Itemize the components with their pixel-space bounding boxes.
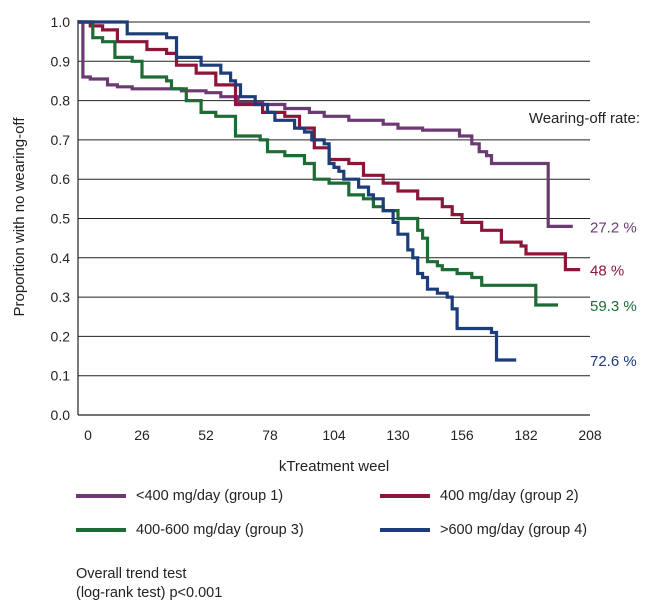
y-tick-labels: 0.0 0.1 0.2 0.3 0.4 0.5 0.6 0.7 0.8 0.9 1.0 [51, 14, 71, 423]
x-tick-78: 78 [262, 427, 278, 443]
y-tick-0.6: 0.6 [51, 171, 71, 187]
legend-swatch-group-3 [76, 528, 126, 532]
legend-swatch-group-2 [380, 494, 430, 498]
series-lines [78, 20, 581, 362]
x-axis-label: kTreatment weel [279, 458, 389, 475]
axes [77, 20, 590, 416]
legend-label-group-4: >600 mg/day (group 4) [440, 522, 588, 538]
y-tick-0.9: 0.9 [51, 53, 71, 69]
x-tick-156: 156 [450, 427, 474, 443]
end-label-group-4: 72.6 % [590, 353, 637, 370]
end-label-group-3: 59.3 % [590, 298, 637, 315]
end-label-group-2: 48 % [590, 263, 624, 280]
footnote-line-2: (log-rank test) p<0.001 [76, 585, 223, 601]
series-line-group-3 [78, 20, 558, 307]
x-tick-130: 130 [386, 427, 410, 443]
x-tick-208: 208 [578, 427, 602, 443]
y-tick-0.2: 0.2 [51, 328, 71, 344]
y-tick-0.4: 0.4 [51, 250, 71, 266]
legend-label-group-1: <400 mg/day (group 1) [136, 488, 284, 504]
grid-lines [78, 21, 590, 377]
series-line-group-4 [78, 20, 517, 362]
legend-item-group-2: 400 mg/day (group 2) [380, 488, 579, 504]
y-tick-0.8: 0.8 [51, 93, 71, 109]
y-axis-label: Proportion with no wearing-off [11, 117, 28, 317]
x-tick-0: 0 [84, 427, 92, 443]
series-line-group-1 [78, 20, 573, 228]
legend-item-group-3: 400-600 mg/day (group 3) [76, 522, 304, 538]
x-tick-182: 182 [514, 427, 538, 443]
x-tick-26: 26 [134, 427, 150, 443]
y-tick-0.1: 0.1 [51, 368, 71, 384]
end-label-group-1: 27.2 % [590, 219, 637, 236]
x-tick-labels: 0 26 52 78 104 130 156 182 208 [84, 427, 602, 443]
wearing-off-rate-title: Wearing-off rate: [529, 110, 640, 127]
y-tick-1.0: 1.0 [51, 14, 71, 30]
y-tick-0.5: 0.5 [51, 211, 71, 227]
footnote-line-1: Overall trend test [76, 566, 187, 582]
legend-swatch-group-4 [380, 528, 430, 532]
legend-label-group-3: 400-600 mg/day (group 3) [136, 522, 304, 538]
end-labels: 27.2 % 48 % 59.3 % 72.6 % [590, 219, 637, 370]
legend-item-group-1: <400 mg/day (group 1) [76, 488, 283, 504]
legend-label-group-2: 400 mg/day (group 2) [440, 488, 579, 504]
legend-swatch-group-1 [76, 494, 126, 498]
footnote: Overall trend test (log-rank test) p<0.0… [76, 565, 222, 603]
y-tick-0.3: 0.3 [51, 289, 71, 305]
y-tick-0.0: 0.0 [51, 407, 71, 423]
x-tick-104: 104 [322, 427, 346, 443]
x-tick-52: 52 [198, 427, 214, 443]
y-tick-0.7: 0.7 [51, 132, 71, 148]
legend-item-group-4: >600 mg/day (group 4) [380, 522, 587, 538]
